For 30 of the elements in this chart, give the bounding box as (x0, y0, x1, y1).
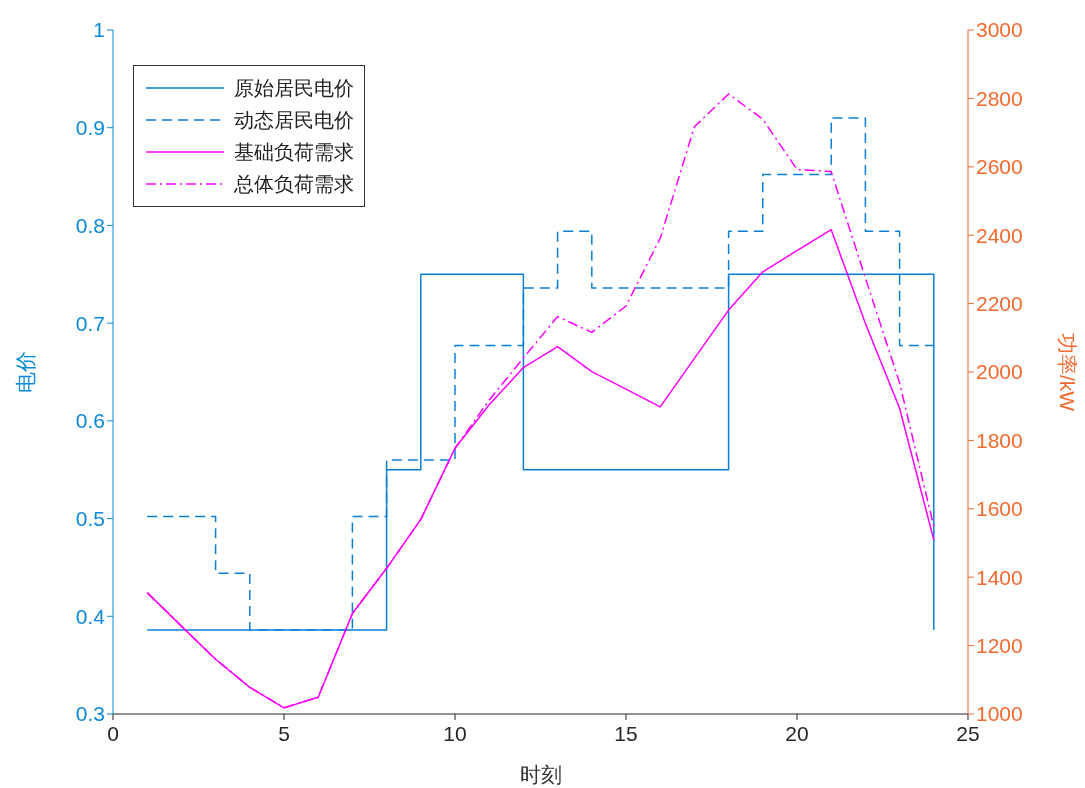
y-tick-label: 0.8 (75, 213, 105, 237)
y-axis-title: 电价 (14, 351, 38, 393)
y2-tick-label: 2800 (976, 86, 1023, 110)
y2-tick-label: 1200 (976, 634, 1023, 658)
x-tick-label: 0 (107, 721, 119, 745)
y-tick-label: 0.3 (75, 702, 105, 726)
legend-label: 动态居民电价 (234, 107, 354, 133)
x-tick-label: 20 (785, 721, 809, 745)
y2-tick-label: 2200 (976, 292, 1023, 316)
y2-tick-label: 1600 (976, 497, 1023, 521)
legend-label: 原始居民电价 (234, 75, 354, 101)
y-tick-label: 0.7 (75, 311, 105, 335)
y-tick-label: 0.9 (75, 116, 105, 140)
x-tick-label: 5 (278, 721, 290, 745)
y2-tick-label: 1800 (976, 428, 1023, 452)
y2-tick-label: 2600 (976, 155, 1023, 179)
y2-tick-label: 3000 (976, 18, 1023, 42)
x-tick-label: 10 (443, 721, 467, 745)
y-tick-label: 1 (93, 18, 105, 42)
y-tick-label: 0.5 (75, 507, 105, 531)
x-axis-title: 时刻 (519, 763, 562, 786)
y2-tick-label: 2400 (976, 223, 1023, 247)
legend-label: 总体负荷需求 (234, 171, 354, 197)
y-tick-label: 0.4 (75, 604, 106, 628)
y2-tick-label: 2000 (976, 360, 1023, 384)
y-tick-label: 0.6 (75, 409, 105, 433)
y2-axis-title: 功率/kW (1055, 332, 1079, 412)
legend-label: 基础负荷需求 (234, 139, 354, 165)
x-tick-label: 15 (614, 721, 638, 745)
y2-tick-label: 1400 (976, 565, 1023, 589)
